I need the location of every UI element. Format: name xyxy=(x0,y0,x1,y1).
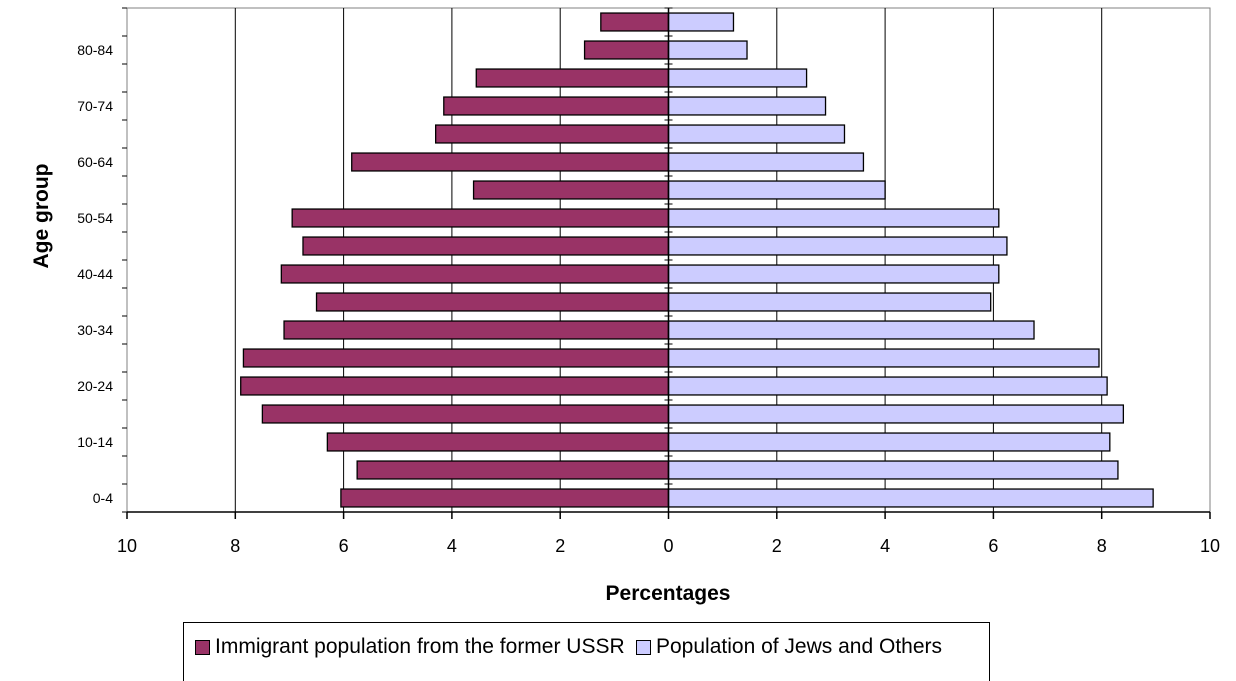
bar-immigrant-75-79 xyxy=(475,68,670,88)
bar-immigrant-10-14 xyxy=(326,432,670,452)
bar-immigrant-80-84 xyxy=(583,40,670,60)
bar-immigrant-70-74 xyxy=(443,96,670,116)
legend-label-jews-others: Population of Jews and Others xyxy=(656,635,943,658)
y-category-label: 70-74 xyxy=(77,98,113,114)
bar-jews-others-80-84 xyxy=(667,40,748,60)
y-category-label: 50-54 xyxy=(77,210,113,226)
x-tick-label: 4 xyxy=(880,536,890,556)
bar-immigrant-0-4 xyxy=(340,488,670,508)
y-category-label: 40-44 xyxy=(77,266,113,282)
x-axis-title: Percentages xyxy=(606,582,731,605)
bar-immigrant-65-69 xyxy=(435,124,670,144)
y-category-labels: 0-4 10-14 20-24 30-34 40-44 50-54 60-64 70-74 80… xyxy=(77,42,113,506)
legend-entry-immigrant: Immigrant population from the former USS… xyxy=(195,635,625,659)
bar-immigrant-40-44 xyxy=(280,264,670,284)
bar-jews-others-70-74 xyxy=(667,96,827,116)
bar-jews-others-35-39 xyxy=(667,292,992,312)
bar-immigrant-50-54 xyxy=(291,208,670,228)
x-tick-label: 0 xyxy=(663,536,673,556)
bar-immigrant-85+ xyxy=(600,12,670,32)
bar-jews-others-20-24 xyxy=(667,376,1108,396)
bar-jews-others-65-69 xyxy=(667,124,846,144)
y-category-label: 60-64 xyxy=(77,154,113,170)
x-tick-label: 2 xyxy=(772,536,782,556)
bar-jews-others-5-9 xyxy=(667,460,1119,480)
x-tick-label: 10 xyxy=(1200,536,1220,556)
y-category-label: 0-4 xyxy=(93,490,113,506)
bar-immigrant-60-64 xyxy=(351,152,670,172)
bars xyxy=(240,12,1154,508)
bar-jews-others-60-64 xyxy=(667,152,865,172)
bar-jews-others-40-44 xyxy=(667,264,1000,284)
bar-immigrant-20-24 xyxy=(240,376,670,396)
bar-jews-others-85+ xyxy=(667,12,735,32)
bar-jews-others-45-49 xyxy=(667,236,1008,256)
y-category-label: 20-24 xyxy=(77,378,113,394)
bar-jews-others-30-34 xyxy=(667,320,1035,340)
bar-immigrant-55-59 xyxy=(472,180,670,200)
y-category-label: 30-34 xyxy=(77,322,113,338)
legend-swatch-jews-others xyxy=(636,639,651,655)
bar-immigrant-30-34 xyxy=(283,320,670,340)
x-tick-label: 6 xyxy=(988,536,998,556)
y-category-label: 80-84 xyxy=(77,42,113,58)
y-category-label: 10-14 xyxy=(77,434,113,450)
bar-immigrant-45-49 xyxy=(302,236,670,256)
legend-label-immigrant: Immigrant population from the former USS… xyxy=(215,635,625,658)
y-axis-title: Age group xyxy=(30,164,53,269)
x-tick-label: 10 xyxy=(117,536,137,556)
bar-immigrant-15-19 xyxy=(261,404,670,424)
legend-entry-jews-others: Population of Jews and Others xyxy=(636,635,942,659)
x-tick-label: 8 xyxy=(1097,536,1107,556)
x-tick-label: 4 xyxy=(447,536,457,556)
bar-jews-others-75-79 xyxy=(667,68,808,88)
bar-immigrant-5-9 xyxy=(356,460,670,480)
bar-jews-others-55-59 xyxy=(667,180,886,200)
bar-immigrant-35-39 xyxy=(315,292,670,312)
x-tick-label: 8 xyxy=(230,536,240,556)
x-tick-label: 6 xyxy=(339,536,349,556)
bar-jews-others-15-19 xyxy=(667,404,1125,424)
bar-jews-others-25-29 xyxy=(667,348,1100,368)
bar-jews-others-50-54 xyxy=(667,208,1000,228)
population-pyramid-chart: 10 8 6 4 2 0 2 4 6 8 10 0-4 10-14 20-24 30-34 40-44 50-… xyxy=(30,7,1220,605)
x-tick-labels: 10 8 6 4 2 0 2 4 6 8 10 xyxy=(117,536,1220,556)
axes xyxy=(122,7,1211,519)
legend: Immigrant population from the former USS… xyxy=(183,622,990,681)
bar-jews-others-0-4 xyxy=(667,488,1154,508)
x-tick-label: 2 xyxy=(555,536,565,556)
legend-swatch-immigrant xyxy=(195,639,210,655)
bar-immigrant-25-29 xyxy=(242,348,670,368)
bar-jews-others-10-14 xyxy=(667,432,1111,452)
